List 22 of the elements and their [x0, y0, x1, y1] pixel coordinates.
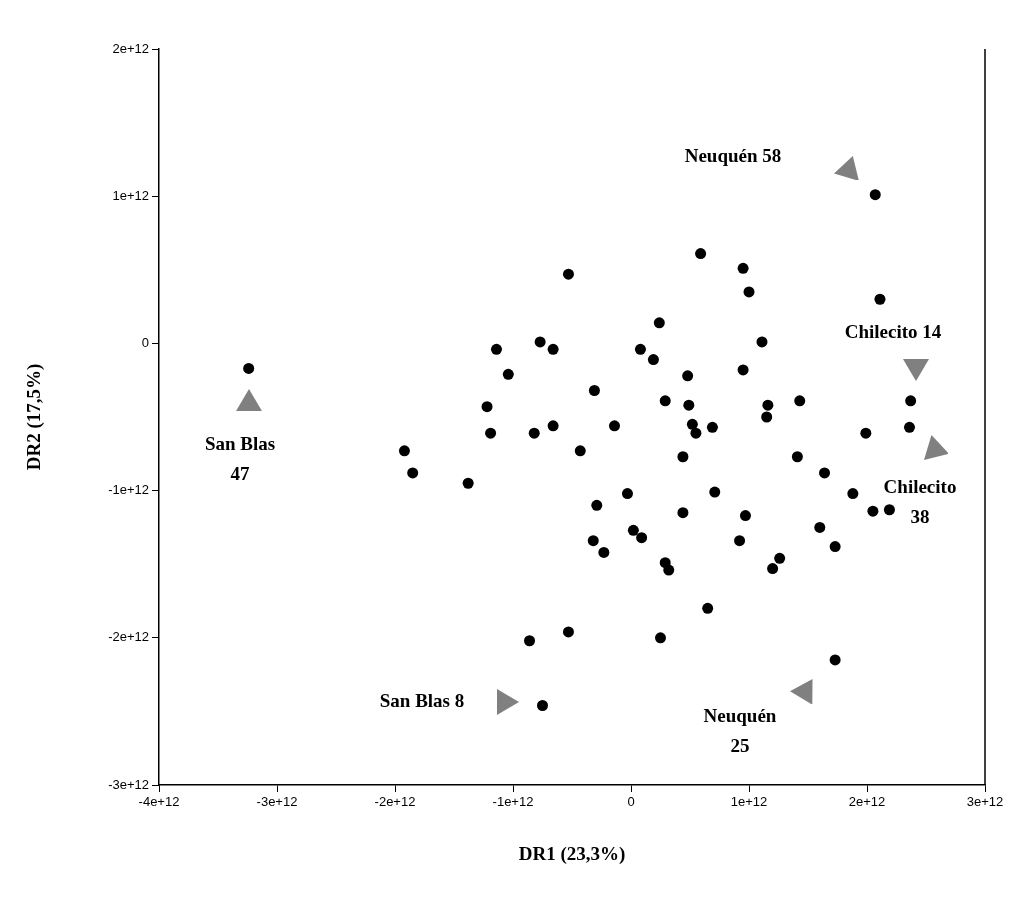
y-tick-label: 0	[141, 334, 149, 350]
y-tick-label: 1e+12	[112, 187, 149, 203]
y-tick-label: -3e+12	[108, 776, 149, 792]
annotation: Neuquén 58	[684, 144, 782, 166]
x-tick-label: -2e+12	[374, 794, 416, 810]
y-tick-label: -1e+12	[108, 482, 149, 498]
x-tick-label: -3e+12	[256, 794, 298, 810]
x-tick-label: 0	[627, 794, 635, 810]
y-tick-label: -2e+12	[108, 629, 149, 645]
annotation: Chilecito 14	[844, 320, 942, 342]
annotation: Neuquén 25	[703, 704, 777, 756]
annotation: San Blas 8	[379, 689, 465, 711]
x-tick-label: -4e+12	[138, 794, 180, 810]
x-tick-label: 1e+12	[730, 794, 768, 810]
annotation: Chilecito 38	[883, 475, 957, 527]
x-axis-title: DR1 (23,3%)	[518, 842, 626, 865]
annotation: San Blas 47	[204, 432, 276, 484]
x-tick-label: 3e+12	[966, 794, 1004, 810]
y-tick-label: 2e+12	[112, 40, 149, 56]
y-axis-title: DR2 (17,5%)	[23, 363, 46, 471]
x-tick-label: 2e+12	[848, 794, 886, 810]
x-tick-label: -1e+12	[492, 794, 534, 810]
